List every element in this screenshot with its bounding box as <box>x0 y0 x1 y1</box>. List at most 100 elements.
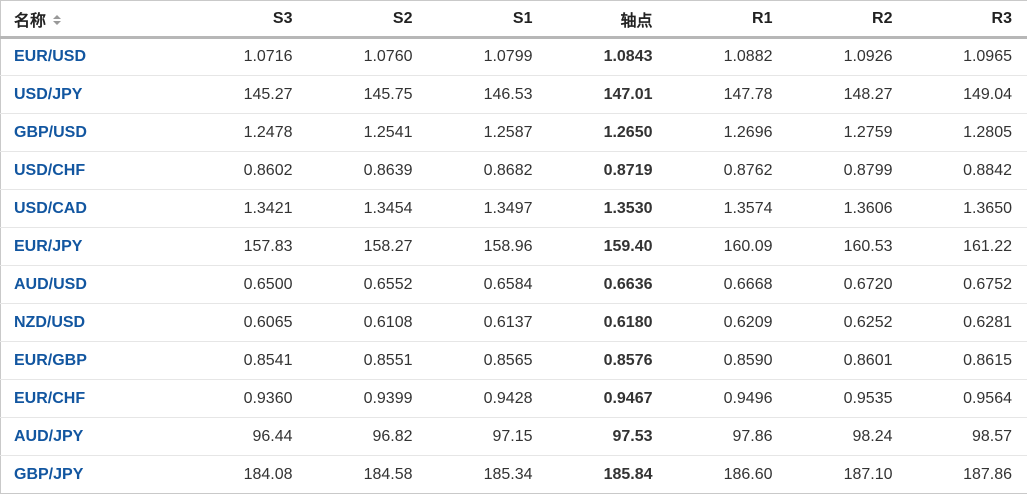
pair-link-usdjpy[interactable]: USD/JPY <box>14 85 83 103</box>
table-row: AUD/JPY 96.44 96.82 97.15 97.53 97.86 98… <box>0 417 1027 456</box>
pivot-cell: 0.9467 <box>547 379 668 418</box>
r2-cell: 187.10 <box>787 455 908 494</box>
s1-cell: 0.8565 <box>427 341 548 380</box>
s3-cell: 184.08 <box>187 455 308 494</box>
table-row: NZD/USD 0.6065 0.6108 0.6137 0.6180 0.62… <box>0 303 1027 342</box>
r3-cell: 1.3650 <box>907 189 1027 228</box>
s3-cell: 157.83 <box>187 227 308 266</box>
r2-cell: 1.0926 <box>843 48 893 65</box>
pair-link-gbpjpy[interactable]: GBP/JPY <box>14 465 84 483</box>
s1-cell: 0.9428 <box>427 379 548 418</box>
s2-cell: 1.2541 <box>307 113 428 152</box>
s3-cell: 1.3421 <box>187 189 308 228</box>
s1-cell: 1.3497 <box>427 189 548 228</box>
pair-link-usdcad[interactable]: USD/CAD <box>14 199 87 217</box>
pivot-cell: 147.01 <box>547 75 668 114</box>
s1-cell: 1.0799 <box>483 48 533 65</box>
r1-cell: 0.9496 <box>667 379 788 418</box>
r1-cell: 0.8590 <box>667 341 788 380</box>
column-header-name[interactable]: 名称 <box>0 0 188 39</box>
column-header-name-label: 名称 <box>14 12 47 30</box>
pivot-cell: 97.53 <box>547 417 668 456</box>
pivot-cell: 0.6636 <box>547 265 668 304</box>
s1-cell: 0.8682 <box>427 151 548 190</box>
r1-cell: 97.86 <box>667 417 788 456</box>
r2-cell: 0.8799 <box>787 151 908 190</box>
pair-cell: GBP/JPY <box>0 455 188 494</box>
pair-link-audjpy[interactable]: AUD/JPY <box>14 427 84 445</box>
r1-cell: 160.09 <box>667 227 788 266</box>
s2-cell: 1.3454 <box>307 189 428 228</box>
r2-cell: 1.2759 <box>787 113 908 152</box>
s1-cell: 0.6584 <box>427 265 548 304</box>
r2-cell: 1.3606 <box>787 189 908 228</box>
r3-cell: 0.6752 <box>907 265 1027 304</box>
r1-cell: 0.8762 <box>667 151 788 190</box>
r3-cell: 149.04 <box>907 75 1027 114</box>
r3-cell: 0.9564 <box>907 379 1027 418</box>
r2-cell: 0.9535 <box>787 379 908 418</box>
r3-cell: 98.57 <box>907 417 1027 456</box>
column-header-s1: S1 <box>427 0 548 39</box>
s3-cell: 0.8602 <box>187 151 308 190</box>
pivot-cell: 1.0843 <box>603 48 653 65</box>
pair-cell: AUD/USD <box>0 265 188 304</box>
s2-cell: 1.0760 <box>363 48 413 65</box>
column-header-r1: R1 <box>667 0 788 39</box>
pivot-cell: 159.40 <box>547 227 668 266</box>
pair-link-usdchf[interactable]: USD/CHF <box>14 161 86 179</box>
r1-cell: 0.6668 <box>667 265 788 304</box>
pair-cell: AUD/JPY <box>0 417 188 456</box>
pivot-cell: 0.6180 <box>547 303 668 342</box>
column-header-pivot: 轴点 <box>547 0 668 39</box>
s1-cell: 158.96 <box>427 227 548 266</box>
s1-cell: 0.6137 <box>427 303 548 342</box>
pair-cell: USD/CAD <box>0 189 188 228</box>
pivot-cell: 0.8576 <box>547 341 668 380</box>
pair-link-audusd[interactable]: AUD/USD <box>14 275 87 293</box>
s2-cell: 184.58 <box>307 455 428 494</box>
s2-cell: 0.6108 <box>307 303 428 342</box>
s2-cell: 145.75 <box>307 75 428 114</box>
s2-cell: 0.8639 <box>307 151 428 190</box>
s2-cell: 96.82 <box>307 417 428 456</box>
table-row: USD/CAD 1.3421 1.3454 1.3497 1.3530 1.35… <box>0 189 1027 228</box>
s2-cell: 0.8551 <box>307 341 428 380</box>
column-header-s2: S2 <box>307 0 428 39</box>
r2-cell: 0.8601 <box>787 341 908 380</box>
pair-link-eurgbp[interactable]: EUR/GBP <box>14 351 87 369</box>
r1-cell: 1.3574 <box>667 189 788 228</box>
table-row: GBP/JPY 184.08 184.58 185.34 185.84 186.… <box>0 455 1027 494</box>
s3-cell: 145.27 <box>187 75 308 114</box>
r1-cell: 186.60 <box>667 455 788 494</box>
table-row: EUR/CHF 0.9360 0.9399 0.9428 0.9467 0.94… <box>0 379 1027 418</box>
pair-link-nzdusd[interactable]: NZD/USD <box>14 313 86 331</box>
s2-cell: 158.27 <box>307 227 428 266</box>
r1-cell: 1.2696 <box>667 113 788 152</box>
s3-cell: 96.44 <box>187 417 308 456</box>
s2-cell: 0.9399 <box>307 379 428 418</box>
pair-cell: EUR/GBP <box>0 341 188 380</box>
pair-link-eurchf[interactable]: EUR/CHF <box>14 389 86 407</box>
r3-cell: 1.2805 <box>907 113 1027 152</box>
column-header-r2: R2 <box>787 0 908 39</box>
pair-link-eurusd[interactable]: EUR/USD <box>14 48 87 65</box>
r3-cell: 1.0965 <box>963 48 1012 65</box>
pair-link-eurjpy[interactable]: EUR/JPY <box>14 237 83 255</box>
s3-cell: 0.8541 <box>187 341 308 380</box>
s2-cell: 0.6552 <box>307 265 428 304</box>
s3-cell: 0.9360 <box>187 379 308 418</box>
table-row: EUR/JPY 157.83 158.27 158.96 159.40 160.… <box>0 227 1027 266</box>
pivot-cell: 1.3530 <box>547 189 668 228</box>
s3-cell: 0.6065 <box>187 303 308 342</box>
pair-link-gbpusd[interactable]: GBP/USD <box>14 123 87 141</box>
pair-cell: USD/CHF <box>0 151 188 190</box>
r3-cell: 161.22 <box>907 227 1027 266</box>
s1-cell: 1.2587 <box>427 113 548 152</box>
sort-icon[interactable] <box>53 15 62 26</box>
table-row: EUR/GBP 0.8541 0.8551 0.8565 0.8576 0.85… <box>0 341 1027 380</box>
pair-cell: GBP/USD <box>0 113 188 152</box>
r1-cell: 147.78 <box>667 75 788 114</box>
